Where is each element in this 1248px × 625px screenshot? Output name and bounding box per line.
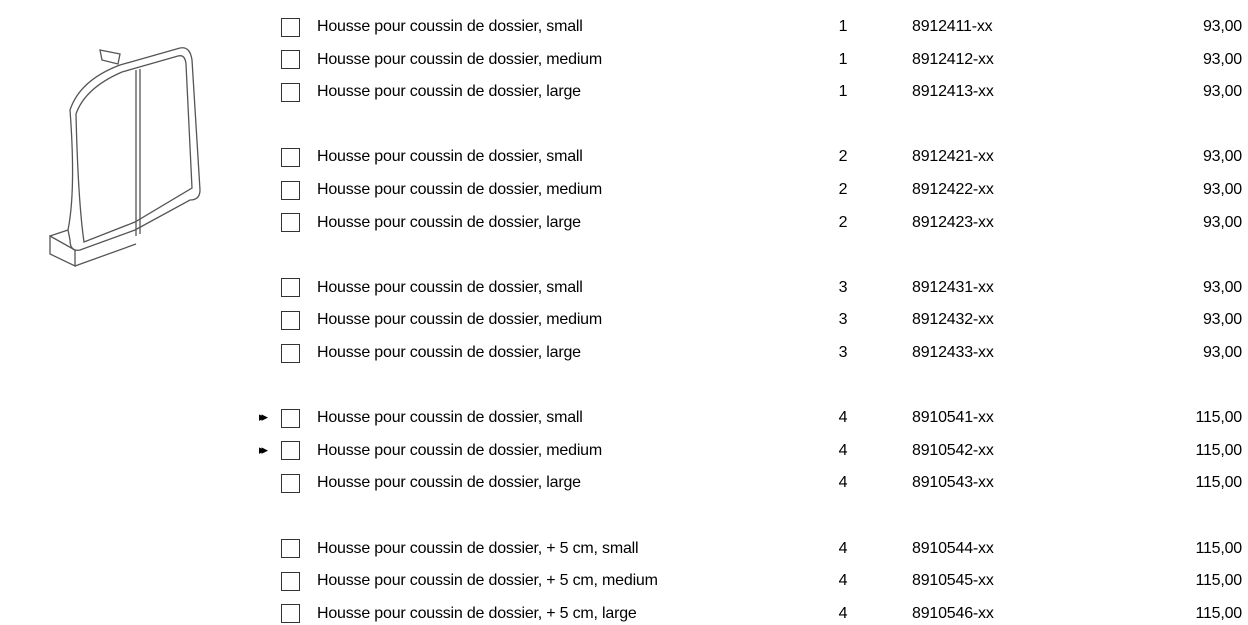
description: Housse pour coussin de dossier, medium <box>317 310 602 330</box>
checkbox[interactable] <box>281 148 300 167</box>
article-code: 8912431-xx <box>912 278 994 298</box>
price: 93,00 <box>1100 310 1242 330</box>
quantity: 1 <box>823 50 863 70</box>
quantity: 2 <box>823 180 863 200</box>
description: Housse pour coussin de dossier, small <box>317 278 583 298</box>
description: Housse pour coussin de dossier, + 5 cm, … <box>317 539 638 559</box>
article-code: 8910542-xx <box>912 441 994 461</box>
price: 93,00 <box>1100 50 1242 70</box>
article-code: 8912413-xx <box>912 82 994 102</box>
checkbox[interactable] <box>281 344 300 363</box>
quantity: 4 <box>823 604 863 624</box>
article-code: 8910541-xx <box>912 408 994 428</box>
quantity: 3 <box>823 278 863 298</box>
price: 93,00 <box>1100 213 1242 233</box>
quantity: 4 <box>823 473 863 493</box>
checkbox[interactable] <box>281 278 300 297</box>
article-code: 8912432-xx <box>912 310 994 330</box>
checkbox[interactable] <box>281 539 300 558</box>
checkbox[interactable] <box>281 83 300 102</box>
description: Housse pour coussin de dossier, + 5 cm, … <box>317 604 637 624</box>
description: Housse pour coussin de dossier, + 5 cm, … <box>317 571 658 591</box>
price: 93,00 <box>1100 82 1242 102</box>
quantity: 2 <box>823 213 863 233</box>
quantity: 1 <box>823 17 863 37</box>
price: 115,00 <box>1100 441 1242 461</box>
checkbox[interactable] <box>281 181 300 200</box>
description: Housse pour coussin de dossier, large <box>317 473 581 493</box>
description: Housse pour coussin de dossier, medium <box>317 180 602 200</box>
description: Housse pour coussin de dossier, small <box>317 147 583 167</box>
article-code: 8910544-xx <box>912 539 994 559</box>
quantity: 4 <box>823 441 863 461</box>
checkbox[interactable] <box>281 50 300 69</box>
quantity: 2 <box>823 147 863 167</box>
checkbox[interactable] <box>281 572 300 591</box>
page: (() => { const data = JSON.parse(documen… <box>0 0 1248 625</box>
price: 115,00 <box>1100 539 1242 559</box>
quantity: 3 <box>823 343 863 363</box>
price: 115,00 <box>1100 473 1242 493</box>
checkbox[interactable] <box>281 474 300 493</box>
article-code: 8912411-xx <box>912 17 992 37</box>
description: Housse pour coussin de dossier, small <box>317 17 583 37</box>
description: Housse pour coussin de dossier, large <box>317 213 581 233</box>
price: 93,00 <box>1100 278 1242 298</box>
checkbox[interactable] <box>281 604 300 623</box>
article-code: 8912422-xx <box>912 180 994 200</box>
checkbox[interactable] <box>281 18 300 37</box>
article-code: 8910545-xx <box>912 571 994 591</box>
product-image <box>40 40 210 280</box>
quantity: 1 <box>823 82 863 102</box>
description: Housse pour coussin de dossier, medium <box>317 50 602 70</box>
quantity: 4 <box>823 539 863 559</box>
article-code: 8912433-xx <box>912 343 994 363</box>
article-code: 8912412-xx <box>912 50 994 70</box>
article-code: 8912421-xx <box>912 147 994 167</box>
article-code: 8910546-xx <box>912 604 994 624</box>
price: 93,00 <box>1100 180 1242 200</box>
description: Housse pour coussin de dossier, small <box>317 408 583 428</box>
quantity: 4 <box>823 408 863 428</box>
price: 115,00 <box>1100 604 1242 624</box>
checkbox[interactable] <box>281 213 300 232</box>
article-code: 8912423-xx <box>912 213 994 233</box>
description: Housse pour coussin de dossier, medium <box>317 441 602 461</box>
marker: ▸▸ <box>259 441 264 461</box>
marker: ▸▸ <box>259 408 264 428</box>
description: Housse pour coussin de dossier, large <box>317 343 581 363</box>
price: 115,00 <box>1100 408 1242 428</box>
description: Housse pour coussin de dossier, large <box>317 82 581 102</box>
article-code: 8910543-xx <box>912 473 994 493</box>
checkbox[interactable] <box>281 311 300 330</box>
checkbox[interactable] <box>281 409 300 428</box>
quantity: 3 <box>823 310 863 330</box>
quantity: 4 <box>823 571 863 591</box>
price: 93,00 <box>1100 343 1242 363</box>
price: 93,00 <box>1100 147 1242 167</box>
price: 115,00 <box>1100 571 1242 591</box>
checkbox[interactable] <box>281 441 300 460</box>
price: 93,00 <box>1100 17 1242 37</box>
